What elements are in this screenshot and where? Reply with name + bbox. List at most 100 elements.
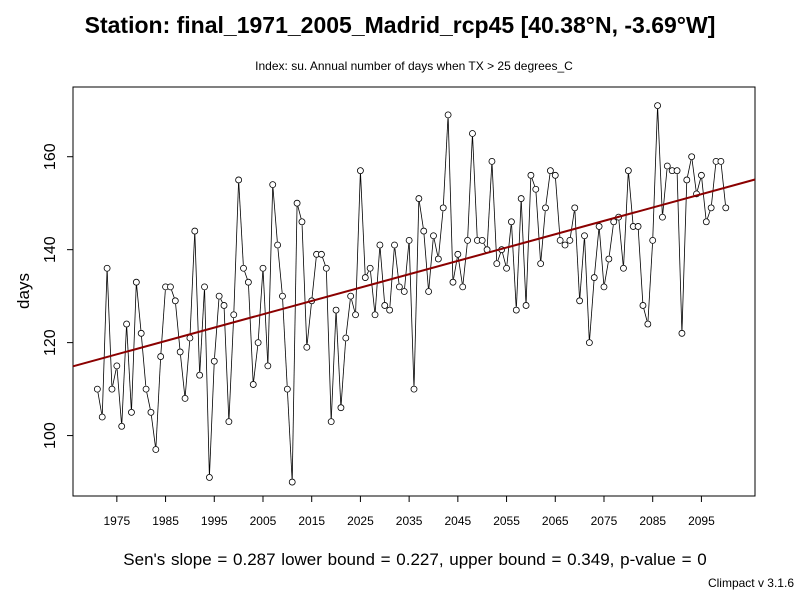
- series-segment: [126, 327, 132, 409]
- series-segment: [486, 164, 493, 247]
- data-point: [600, 283, 608, 291]
- series-segment: [228, 318, 235, 419]
- series-segment: [374, 248, 381, 312]
- series-segment: [516, 201, 522, 307]
- series-segment: [257, 271, 264, 340]
- data-point: [663, 162, 671, 170]
- series-segment: [180, 355, 186, 396]
- series-segment: [326, 271, 332, 419]
- series-segment: [267, 187, 274, 363]
- series-segment: [204, 290, 210, 475]
- data-point: [128, 408, 135, 416]
- data-point: [152, 446, 160, 453]
- data-point: [454, 250, 462, 258]
- data-point: [274, 241, 282, 249]
- series-segment: [618, 220, 624, 265]
- data-point: [230, 311, 238, 319]
- data-point: [259, 264, 267, 272]
- series-segment: [697, 178, 701, 191]
- sens-slope-stats: Sen's slope = 0.287 lower bound = 0.227,…: [123, 550, 707, 569]
- series-segment: [662, 169, 668, 214]
- series-segment: [502, 252, 507, 266]
- series-segment: [150, 415, 156, 447]
- data-point: [176, 348, 184, 356]
- chart-subtitle: Index: su. Annual number of days when TX…: [255, 59, 573, 73]
- data-point: [400, 288, 408, 295]
- series-segment: [136, 285, 142, 330]
- series-segment: [443, 118, 449, 205]
- y-axis-label: days: [14, 273, 33, 309]
- series-segment: [116, 369, 122, 423]
- series-segment: [647, 243, 653, 321]
- x-tick-label: 2095: [688, 514, 715, 528]
- series-segment: [101, 271, 108, 414]
- series-segment: [676, 174, 683, 330]
- data-point: [493, 260, 501, 268]
- series-segment: [214, 299, 220, 358]
- series-segment: [262, 271, 269, 363]
- series-segment: [160, 290, 166, 354]
- series-segment: [404, 243, 410, 289]
- data-point: [337, 404, 345, 412]
- data-point: [181, 394, 189, 402]
- data-point: [147, 408, 155, 416]
- data-point: [225, 418, 233, 426]
- data-point: [547, 167, 554, 175]
- series-segment: [131, 285, 137, 409]
- data-point: [439, 204, 447, 212]
- data-point: [722, 204, 730, 212]
- data-point: [279, 292, 286, 300]
- series-segment: [360, 174, 366, 275]
- data-point: [347, 292, 355, 300]
- data-point: [220, 302, 228, 309]
- data-point: [93, 385, 101, 393]
- series-segment: [146, 392, 151, 410]
- y-tick-label: 120: [42, 329, 59, 356]
- series-segment: [598, 229, 605, 284]
- series-segment: [579, 239, 585, 298]
- data-point: [683, 176, 691, 184]
- data-point: [318, 250, 325, 258]
- data-point: [678, 329, 686, 337]
- x-tick-label: 1995: [201, 514, 228, 528]
- data-point: [196, 371, 204, 379]
- series-segment: [282, 299, 288, 386]
- series-segment: [209, 364, 215, 475]
- series-segment: [155, 359, 161, 447]
- software-credit: Climpact v 3.1.6: [707, 576, 794, 590]
- data-point: [235, 176, 243, 184]
- data-point: [391, 241, 398, 249]
- series-segment: [277, 248, 283, 293]
- series-segment: [483, 243, 486, 247]
- series-segment: [569, 211, 575, 238]
- data-point: [566, 236, 574, 244]
- x-tick-label: 2045: [444, 514, 471, 528]
- series-segment: [438, 211, 444, 256]
- series-segment: [584, 239, 590, 340]
- x-axis: 1975 1985 1995 2005 2015 2025 2035 2045 2055 2065…: [103, 496, 715, 528]
- series-segment: [244, 271, 248, 280]
- series-segment: [589, 280, 595, 340]
- data-point: [118, 422, 126, 430]
- data-point: [298, 218, 306, 226]
- data-point: [293, 199, 301, 207]
- data-point: [288, 478, 296, 486]
- series-segment: [389, 248, 395, 307]
- series-segment: [428, 239, 434, 289]
- series-segment: [301, 225, 308, 344]
- data-point: [702, 218, 710, 226]
- data-point: [634, 223, 642, 230]
- x-tick-label: 1975: [103, 514, 130, 528]
- series-segment: [272, 187, 278, 242]
- series-segment: [121, 327, 127, 423]
- data-point: [649, 236, 657, 244]
- data-point: [361, 274, 369, 281]
- plot-frame: [72, 86, 756, 497]
- series-segment: [97, 392, 103, 414]
- data-point: [254, 339, 262, 347]
- data-point: [201, 283, 208, 291]
- series-segment: [623, 174, 629, 265]
- x-tick-label: 1985: [152, 514, 179, 528]
- y-tick-label: 100: [42, 422, 59, 449]
- series-segment: [418, 201, 424, 228]
